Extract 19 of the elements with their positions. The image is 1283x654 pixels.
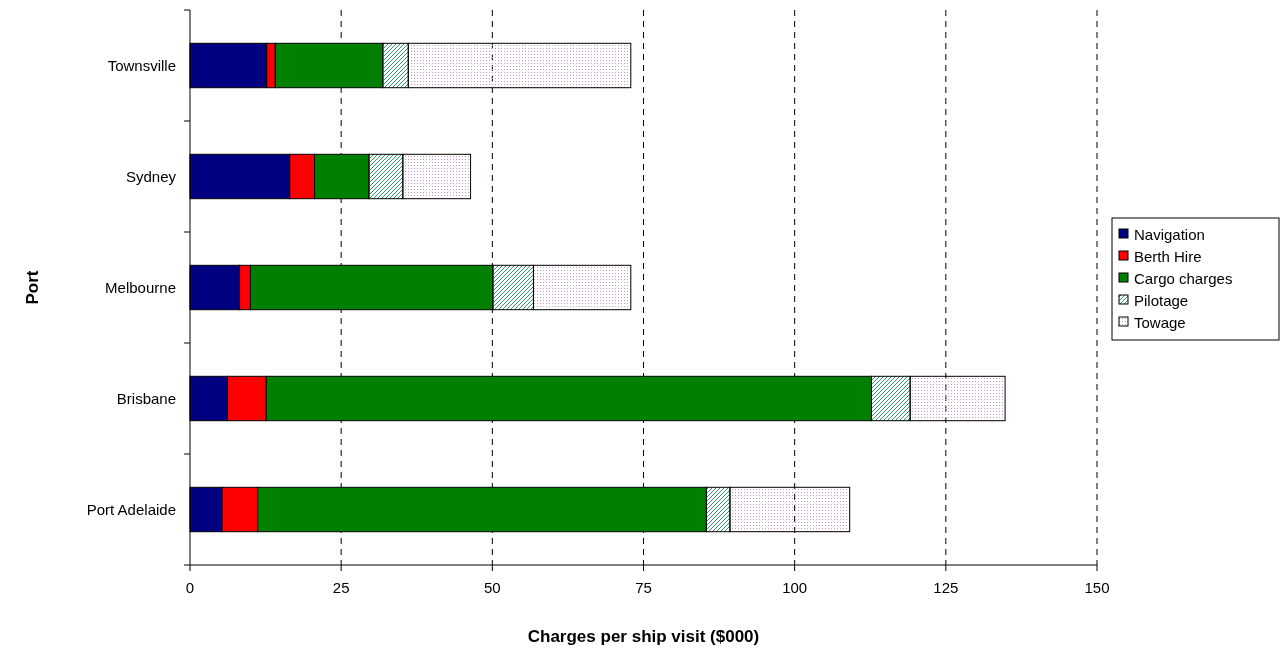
legend-label: Navigation xyxy=(1134,225,1205,243)
x-tick-label: 125 xyxy=(933,579,959,596)
legend-label: Cargo charges xyxy=(1134,269,1233,287)
legend-label: Towage xyxy=(1134,313,1186,331)
x-tick-label: 0 xyxy=(185,579,195,596)
y-tick-label: Sydney xyxy=(125,168,177,185)
legend-label: Pilotage xyxy=(1134,291,1189,309)
x-tick-label: 100 xyxy=(782,579,808,596)
y-tick-label: Townsville xyxy=(107,57,176,74)
y-axis-title: Port xyxy=(23,270,42,305)
legend-label: Berth Hire xyxy=(1134,247,1202,265)
x-tick-label: 25 xyxy=(332,579,350,596)
x-tick-label: 150 xyxy=(1084,579,1110,596)
x-tick-label: 50 xyxy=(483,579,501,596)
y-tick-label: Brisbane xyxy=(116,390,176,407)
x-tick-label: 75 xyxy=(635,579,652,596)
x-axis-title: Charges per ship visit ($000) xyxy=(527,627,760,646)
y-tick-label: Melbourne xyxy=(105,279,176,296)
y-tick-label: Port Adelaide xyxy=(86,501,176,518)
